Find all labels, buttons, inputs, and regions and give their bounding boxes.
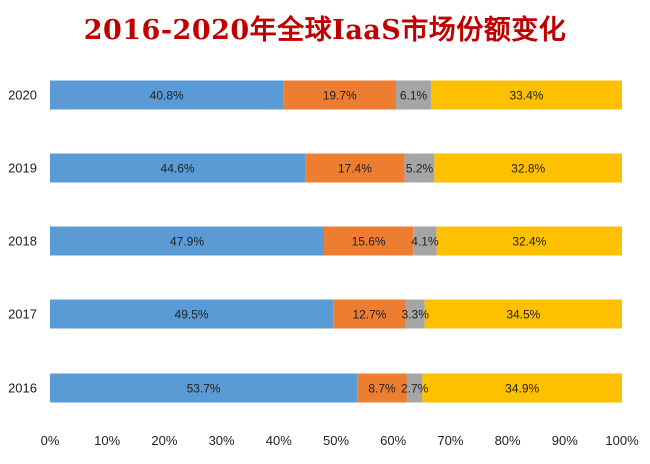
data-label: 12.7% [352,308,386,322]
x-tick-label: 50% [323,433,349,448]
bar-segment-4 [430,80,622,110]
bar-segment-3 [396,80,431,110]
bar-segment-2 [283,80,397,110]
data-label: 33.4% [509,89,543,103]
category-label: 2019 [8,161,37,176]
category-label: 2018 [8,234,37,249]
data-label: 34.5% [506,308,540,322]
x-tick-label: 0% [41,433,60,448]
data-label: 49.5% [175,308,209,322]
x-tick-label: 40% [266,433,292,448]
x-tick-label: 100% [605,433,639,448]
data-label: 3.3% [402,308,430,322]
chart-title: 2016-2020年全球IaaS市场份额变化 [83,15,567,46]
bar-segment-3 [413,226,437,256]
bar-segment-2 [305,153,405,183]
data-label: 34.9% [505,382,539,396]
category-label: 2017 [8,307,37,322]
x-tick-label: 70% [437,433,463,448]
data-label: 32.8% [511,162,545,176]
bar-segment-1 [50,373,358,403]
data-label: 17.4% [338,162,372,176]
data-label: 4.1% [411,235,439,249]
bar-segment-1 [50,226,324,256]
x-tick-label: 20% [151,433,177,448]
data-label: 47.9% [170,235,204,249]
bars-layer [50,80,622,403]
labels-layer: 40.8% 19.7% 6.1% 33.4% 44.6% 17.4% 5.2% 32.8% 47… [150,89,547,396]
bar-segment-3 [406,373,423,403]
data-label: 15.6% [352,235,386,249]
x-tick-label: 80% [495,433,521,448]
bar-segment-4 [424,299,622,329]
data-label: 32.4% [512,235,546,249]
bar-segment-4 [436,226,622,256]
data-label: 6.1% [400,89,428,103]
x-tick-label: 60% [380,433,406,448]
category-label: 2016 [8,381,37,396]
data-label: 5.2% [406,162,434,176]
x-tick-label: 10% [94,433,120,448]
axis-layer: 2020 2019 2018 2017 2016 0% 10% 20% 30% 40% 50% 60%… [8,88,639,449]
bar-segment-1 [50,299,334,329]
data-label: 40.8% [150,89,184,103]
bar-segment-4 [434,153,622,183]
bar-segment-2 [357,373,407,403]
data-label: 44.6% [161,162,195,176]
category-label: 2020 [8,88,37,103]
data-label: 2.7% [401,382,429,396]
bar-segment-3 [405,299,425,329]
bar-segment-1 [50,153,306,183]
bar-segment-2 [323,226,414,256]
data-label: 53.7% [187,382,221,396]
data-label: 19.7% [323,89,357,103]
x-tick-label: 30% [209,433,235,448]
bar-segment-4 [422,373,622,403]
x-tick-label: 90% [552,433,578,448]
bar-segment-2 [333,299,406,329]
bar-segment-1 [50,80,284,110]
data-label: 8.7% [368,382,396,396]
bar-segment-3 [404,153,435,183]
